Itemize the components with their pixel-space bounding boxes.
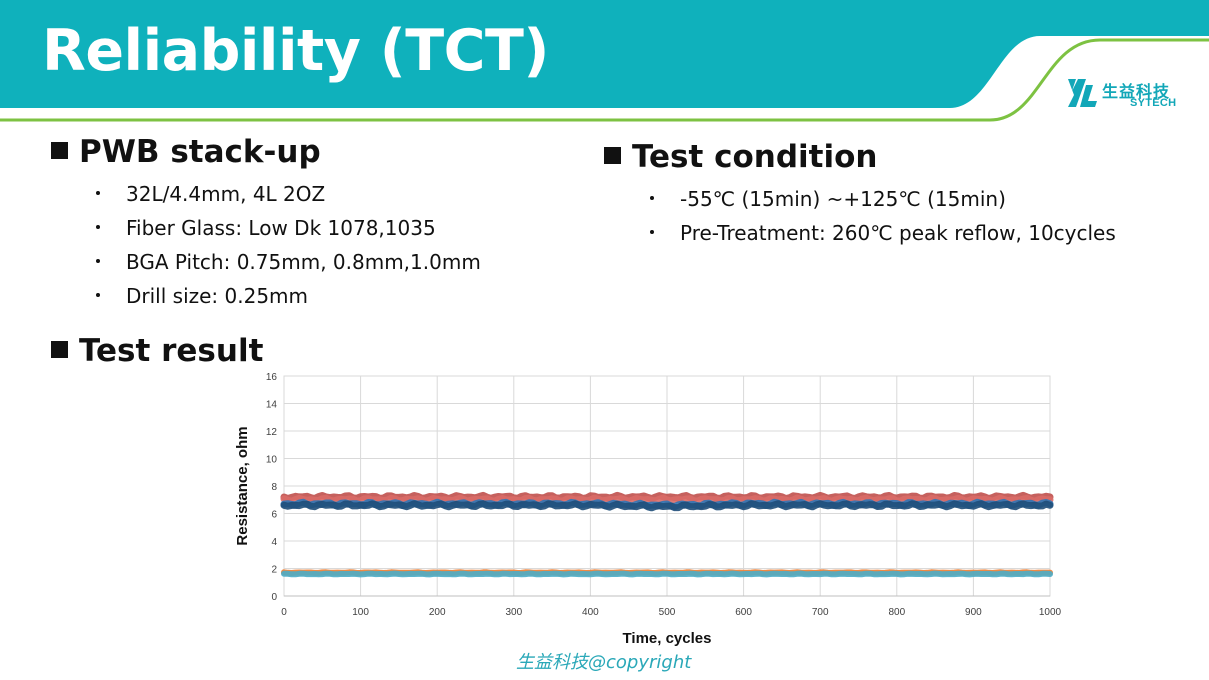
x-tick-label: 800 <box>888 607 905 618</box>
list-item: 32L/4.4mm, 4L 2OZ <box>96 182 481 216</box>
list-item-text: -55℃ (15min) ~+125℃ (15min) <box>680 187 1006 211</box>
x-tick-label: 600 <box>735 607 752 618</box>
y-tick-label: 0 <box>271 592 277 603</box>
bullet-dot-icon <box>650 230 654 234</box>
y-tick-label: 4 <box>271 537 277 548</box>
company-logo: 生益科技 SYTECH <box>1066 77 1191 111</box>
x-axis-title: Time, cycles <box>623 630 712 647</box>
x-tick-label: 100 <box>352 607 369 618</box>
resistance-chart: 0 100 200 300 400 500 600 700 800 900 1000 0 2 4 6 8 10 1… <box>234 372 1062 647</box>
list-item-text: Pre-Treatment: 260℃ peak reflow, 10cycle… <box>680 221 1116 245</box>
series-line <box>281 570 1053 578</box>
section-test-result: Test result <box>51 333 263 369</box>
section-heading: PWB stack-up <box>79 134 321 170</box>
x-tick-label: 900 <box>965 607 982 618</box>
header-banner <box>0 0 1209 122</box>
x-tick-label: 300 <box>505 607 522 618</box>
y-tick-label: 2 <box>271 565 277 576</box>
list-item: Pre-Treatment: 260℃ peak reflow, 10cycle… <box>650 221 1116 255</box>
logo-english-name: SYTECH <box>1130 97 1177 109</box>
y-tick-label: 16 <box>266 372 278 383</box>
y-tick-label: 8 <box>271 482 277 493</box>
list-item: BGA Pitch: 0.75mm, 0.8mm,1.0mm <box>96 250 481 284</box>
y-tick-label: 6 <box>271 510 277 521</box>
bullet-dot-icon <box>650 196 654 200</box>
y-axis-title: Resistance, ohm <box>234 426 251 545</box>
list-item: Fiber Glass: Low Dk 1078,1035 <box>96 216 481 250</box>
copyright-footer: 生益科技@copyright <box>516 652 692 673</box>
section-heading: Test condition <box>632 139 878 175</box>
header-accent-line <box>0 38 1209 122</box>
list-item: -55℃ (15min) ~+125℃ (15min) <box>650 187 1116 221</box>
x-tick-label: 400 <box>582 607 599 618</box>
page-title: Reliability (TCT) <box>42 18 549 84</box>
sytech-logo-mark <box>1068 79 1097 107</box>
section-test-condition: Test condition <box>604 139 878 175</box>
list-item: Drill size: 0.25mm <box>96 284 481 318</box>
x-tick-label: 500 <box>659 607 676 618</box>
y-tick-label: 10 <box>266 455 278 466</box>
x-tick-label: 700 <box>812 607 829 618</box>
logo-chinese-name: 生益科技 <box>1102 82 1171 101</box>
x-tick-label: 200 <box>429 607 446 618</box>
y-tick-label: 14 <box>266 400 278 411</box>
x-tick-label: 0 <box>281 607 287 618</box>
square-bullet-icon <box>51 341 68 358</box>
pwb-stackup-list: 32L/4.4mm, 4L 2OZ Fiber Glass: Low Dk 10… <box>96 182 481 318</box>
bullet-dot-icon <box>96 259 100 263</box>
bullet-dot-icon <box>96 225 100 229</box>
section-pwb-stackup: PWB stack-up <box>51 134 321 170</box>
test-condition-list: -55℃ (15min) ~+125℃ (15min) Pre-Treatmen… <box>650 187 1116 255</box>
list-item-text: Drill size: 0.25mm <box>126 284 309 308</box>
x-tick-label: 1000 <box>1039 607 1062 618</box>
square-bullet-icon <box>51 142 68 159</box>
list-item-text: Fiber Glass: Low Dk 1078,1035 <box>126 216 436 240</box>
header-teal-band <box>0 0 1209 108</box>
bullet-dot-icon <box>96 191 100 195</box>
list-item-text: BGA Pitch: 0.75mm, 0.8mm,1.0mm <box>126 250 481 274</box>
bullet-dot-icon <box>96 293 100 297</box>
y-tick-label: 12 <box>266 427 278 438</box>
square-bullet-icon <box>604 147 621 164</box>
section-heading: Test result <box>79 333 264 369</box>
series-line <box>280 500 1054 512</box>
list-item-text: 32L/4.4mm, 4L 2OZ <box>126 182 326 206</box>
